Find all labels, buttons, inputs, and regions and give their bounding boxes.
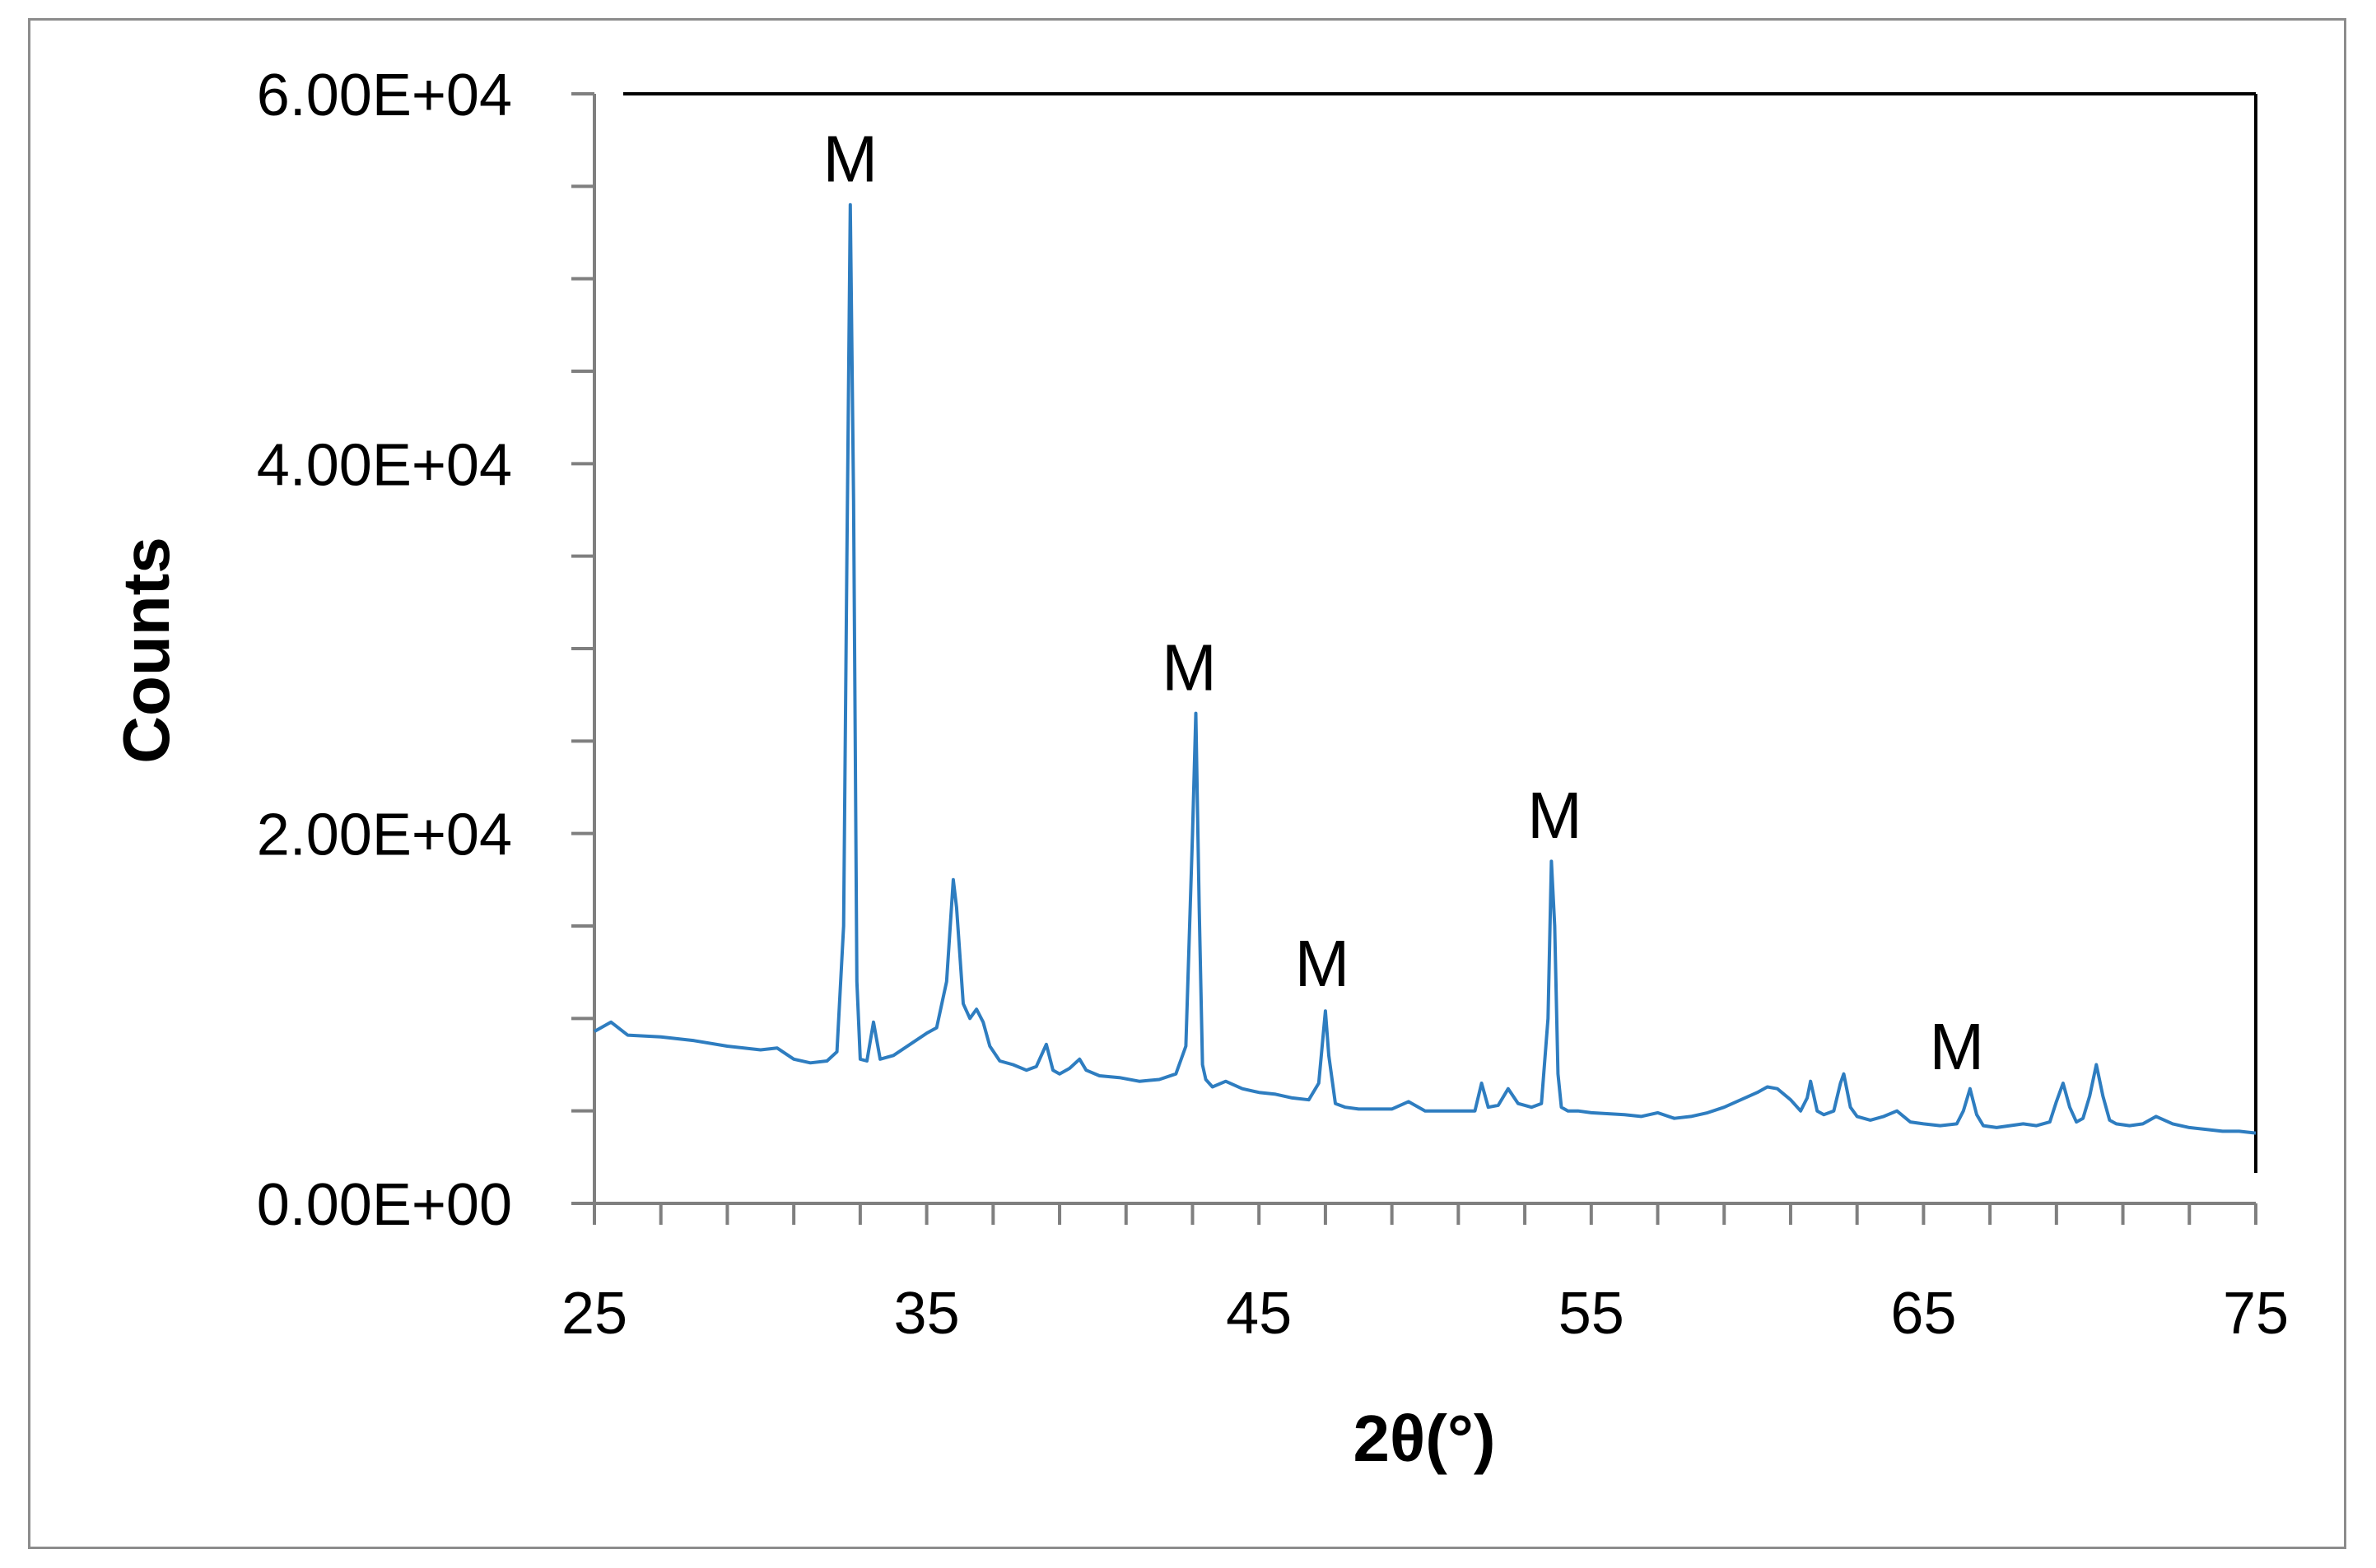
peak-label-m: M	[1295, 927, 1350, 1000]
peak-label-m: M	[1929, 1010, 1984, 1083]
ticks	[571, 92, 2257, 1225]
peak-label-m: M	[1527, 779, 1582, 852]
y-tick-label: 4.00E+04	[257, 432, 512, 498]
figure-frame	[28, 18, 2346, 1549]
series-line-0	[594, 202, 2257, 1135]
x-tick-label: 45	[1226, 1281, 1292, 1347]
tick-labels: 0.00E+00 2.00E+04 4.00E+04 6.00E+04 25 35 45 55…	[257, 63, 2289, 1347]
peak-annotations: M M M M M	[822, 123, 1984, 1083]
y-tick-label: 0.00E+00	[257, 1172, 512, 1238]
x-tick-label: 25	[561, 1281, 627, 1347]
y-tick-label: 6.00E+04	[257, 63, 512, 128]
series-group	[594, 202, 2257, 1135]
x-axis-title: 2θ(°)	[1353, 1402, 1495, 1475]
x-tick-label: 75	[2223, 1281, 2289, 1347]
x-tick-label: 55	[1558, 1281, 1624, 1347]
axes	[593, 92, 2257, 1205]
peak-label-m: M	[822, 123, 878, 196]
peak-label-m: M	[1162, 630, 1217, 704]
x-tick-label: 35	[894, 1281, 960, 1347]
y-axis-title: Counts	[109, 537, 183, 764]
y-tick-label: 2.00E+04	[257, 803, 512, 868]
x-tick-label: 65	[1890, 1281, 1956, 1347]
